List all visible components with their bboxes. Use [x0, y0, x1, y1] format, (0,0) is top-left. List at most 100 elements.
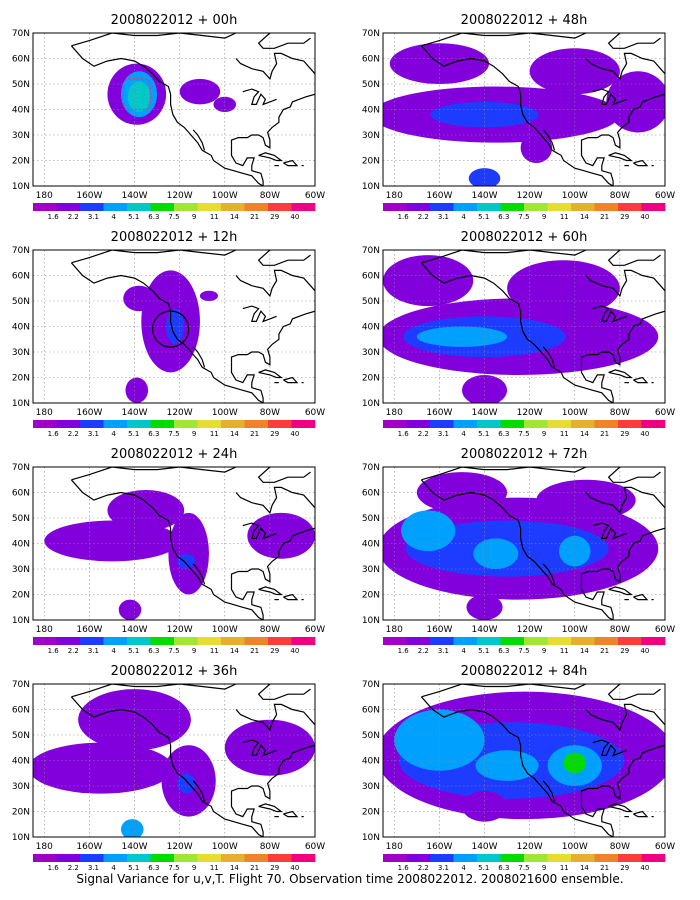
x-tick-label: 160W: [426, 191, 452, 201]
colorbar-label: 14: [580, 647, 589, 655]
x-tick-label: 120W: [517, 191, 543, 201]
colorbar-label: 4: [461, 864, 466, 872]
y-tick-label: 20N: [362, 374, 380, 384]
colorbar-swatch: [291, 203, 316, 211]
colorbar-label: 29: [270, 213, 279, 221]
y-tick-label: 10N: [12, 399, 30, 409]
map-panel-60h: 2008022012 + 60h 10N 20N 30N 40N 50N 60N 70N 180…: [362, 230, 675, 438]
colorbar-label: 1.6: [48, 864, 60, 872]
variance-contour: [177, 773, 196, 794]
colorbar-label: 14: [230, 430, 239, 438]
colorbar-swatch: [174, 420, 198, 428]
colorbar-label: 29: [620, 864, 629, 872]
colorbar-label: 9: [542, 647, 546, 655]
x-tick-label: 100W: [212, 842, 238, 852]
colorbar-swatch: [430, 637, 454, 645]
variance-contour: [168, 512, 209, 595]
colorbar-label: 9: [542, 213, 546, 221]
colorbar-label: 9: [542, 864, 546, 872]
colorbar-swatch: [150, 203, 175, 211]
y-tick-label: 60N: [362, 489, 380, 499]
colorbar-label: 6.3: [148, 647, 159, 655]
colorbar-swatch: [103, 203, 128, 211]
y-tick-label: 20N: [12, 157, 30, 167]
x-tick-label: 180: [386, 625, 403, 635]
x-tick-label: 160W: [76, 408, 102, 418]
colorbar-swatch: [618, 203, 642, 211]
x-tick-label: 160W: [76, 625, 102, 635]
x-tick-label: 80W: [610, 408, 630, 418]
colorbar: 1.6 2.2 3.1 4 5.1 6.3 7.5 9 11 14 21 29 40: [383, 854, 666, 872]
colorbar-label: 4: [111, 430, 116, 438]
y-tick-label: 20N: [362, 808, 380, 818]
colorbar-label: 9: [192, 864, 196, 872]
panel-title: 2008022012 + 84h: [461, 664, 588, 679]
colorbar-label: 7.5: [168, 647, 179, 655]
y-tick-label: 70N: [362, 246, 380, 256]
colorbar-label: 2.2: [418, 213, 429, 221]
colorbar-label: 40: [290, 647, 299, 655]
y-tick-label: 10N: [362, 616, 380, 626]
variance-contour: [118, 599, 142, 620]
colorbar-label: 3.1: [438, 213, 449, 221]
y-tick-label: 10N: [362, 399, 380, 409]
colorbar-label: 3.1: [88, 430, 99, 438]
map-panel-12h: 2008022012 + 12h 10N 20N 30N 40N 50N 60N 70N 180…: [12, 230, 325, 438]
colorbar-label: 11: [560, 864, 569, 872]
colorbar-label: 4: [111, 647, 116, 655]
colorbar-label: 21: [250, 213, 259, 221]
colorbar-swatch: [244, 420, 269, 428]
colorbar-label: 40: [290, 430, 299, 438]
colorbar-swatch: [174, 203, 198, 211]
x-tick-label: 100W: [212, 625, 238, 635]
colorbar-label: 1.6: [398, 430, 410, 438]
colorbar-swatch: [594, 637, 619, 645]
colorbar-label: 6.3: [148, 864, 159, 872]
panel-title: 2008022012 + 24h: [111, 447, 238, 462]
y-tick-label: 70N: [362, 463, 380, 473]
colorbar-swatch: [383, 420, 407, 428]
variance-contour: [213, 96, 237, 113]
colorbar-label: 14: [580, 430, 589, 438]
y-tick-label: 40N: [12, 757, 30, 767]
coastlines: [420, 467, 665, 620]
colorbar-label: 9: [542, 430, 546, 438]
y-tick-label: 70N: [12, 246, 30, 256]
coastlines: [70, 684, 315, 837]
y-tick-label: 50N: [12, 514, 30, 524]
figure-caption: Signal Variance for u,v,T. Flight 70. Ob…: [76, 872, 624, 886]
coastlines: [420, 250, 665, 403]
grid-lines: [383, 684, 665, 837]
x-tick-label: 100W: [562, 842, 588, 852]
colorbar-label: 5.1: [128, 647, 139, 655]
colorbar-label: 1.6: [398, 647, 410, 655]
y-tick-label: 40N: [12, 540, 30, 550]
x-tick-label: 180: [36, 842, 53, 852]
y-tick-label: 50N: [362, 80, 380, 90]
colorbar: 1.6 2.2 3.1 4 5.1 6.3 7.5 9 11 14 21 29 40: [383, 203, 666, 221]
variance-contour: [125, 377, 149, 403]
colorbar-label: 21: [250, 864, 259, 872]
y-tick-label: 50N: [362, 514, 380, 524]
x-tick-label: 140W: [121, 408, 147, 418]
colorbar-label: 11: [560, 647, 569, 655]
colorbar-label: 4: [111, 864, 116, 872]
colorbar-swatch: [571, 854, 595, 862]
colorbar-label: 14: [580, 213, 589, 221]
colorbar-swatch: [268, 637, 292, 645]
x-tick-label: 120W: [167, 191, 193, 201]
colorbar-swatch: [244, 203, 269, 211]
y-tick-label: 50N: [362, 297, 380, 307]
x-tick-label: 160W: [426, 408, 452, 418]
colorbar-label: 2.2: [418, 430, 429, 438]
colorbar-label: 6.3: [498, 430, 509, 438]
panel-title: 2008022012 + 48h: [461, 13, 588, 28]
colorbar-swatch: [268, 420, 292, 428]
y-tick-label: 70N: [12, 463, 30, 473]
x-tick-label: 60W: [305, 191, 325, 201]
colorbar: 1.6 2.2 3.1 4 5.1 6.3 7.5 9 11 14 21 29 40: [33, 420, 316, 438]
colorbar-swatch: [197, 203, 222, 211]
x-tick-label: 80W: [260, 408, 280, 418]
y-tick-label: 60N: [362, 272, 380, 282]
